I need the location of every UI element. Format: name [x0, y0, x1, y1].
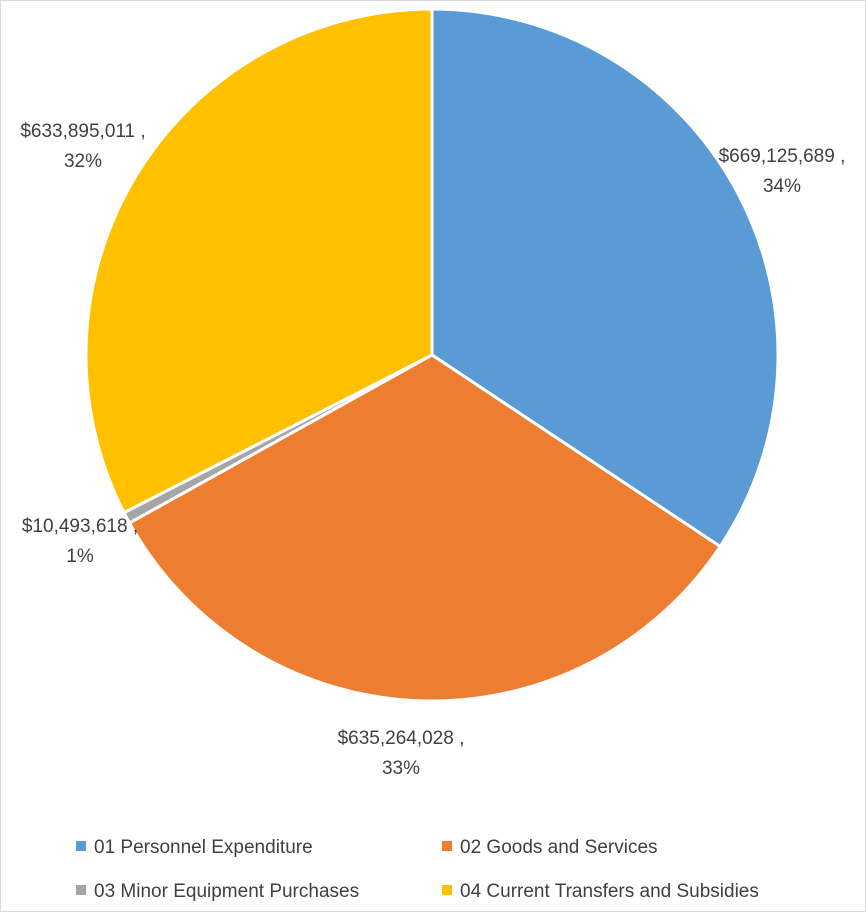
legend-entry-label: 03 Minor Equipment Purchases — [94, 881, 359, 902]
slice-value-label: $633,895,011 , — [20, 121, 145, 142]
legend: 01 Personnel Expenditure 02 Goods and Ser… — [76, 837, 759, 902]
slice-percent-label: 1% — [66, 546, 94, 567]
legend-swatch — [442, 841, 452, 851]
slice-percent-label: 32% — [64, 151, 102, 172]
legend-entry-label: 01 Personnel Expenditure — [94, 837, 313, 858]
slice-value-label: $10,493,618 , — [22, 516, 138, 537]
pie-slice — [84, 7, 434, 515]
pie-slices — [84, 7, 780, 703]
slice-percent-label: 33% — [382, 758, 420, 779]
legend-swatch — [76, 841, 86, 851]
slice-value-label: $669,125,689 , — [719, 146, 846, 167]
legend-entry-label: 04 Current Transfers and Subsidies — [460, 881, 759, 902]
legend-swatch — [76, 885, 86, 895]
data-labels: $669,125,689 , 34% $635,264,028 , 33% $10,49… — [20, 121, 845, 779]
slice-percent-label: 34% — [763, 176, 801, 197]
legend-swatch — [442, 885, 452, 895]
legend-entry-label: 02 Goods and Services — [460, 837, 658, 858]
slice-value-label: $635,264,028 , — [338, 728, 465, 749]
